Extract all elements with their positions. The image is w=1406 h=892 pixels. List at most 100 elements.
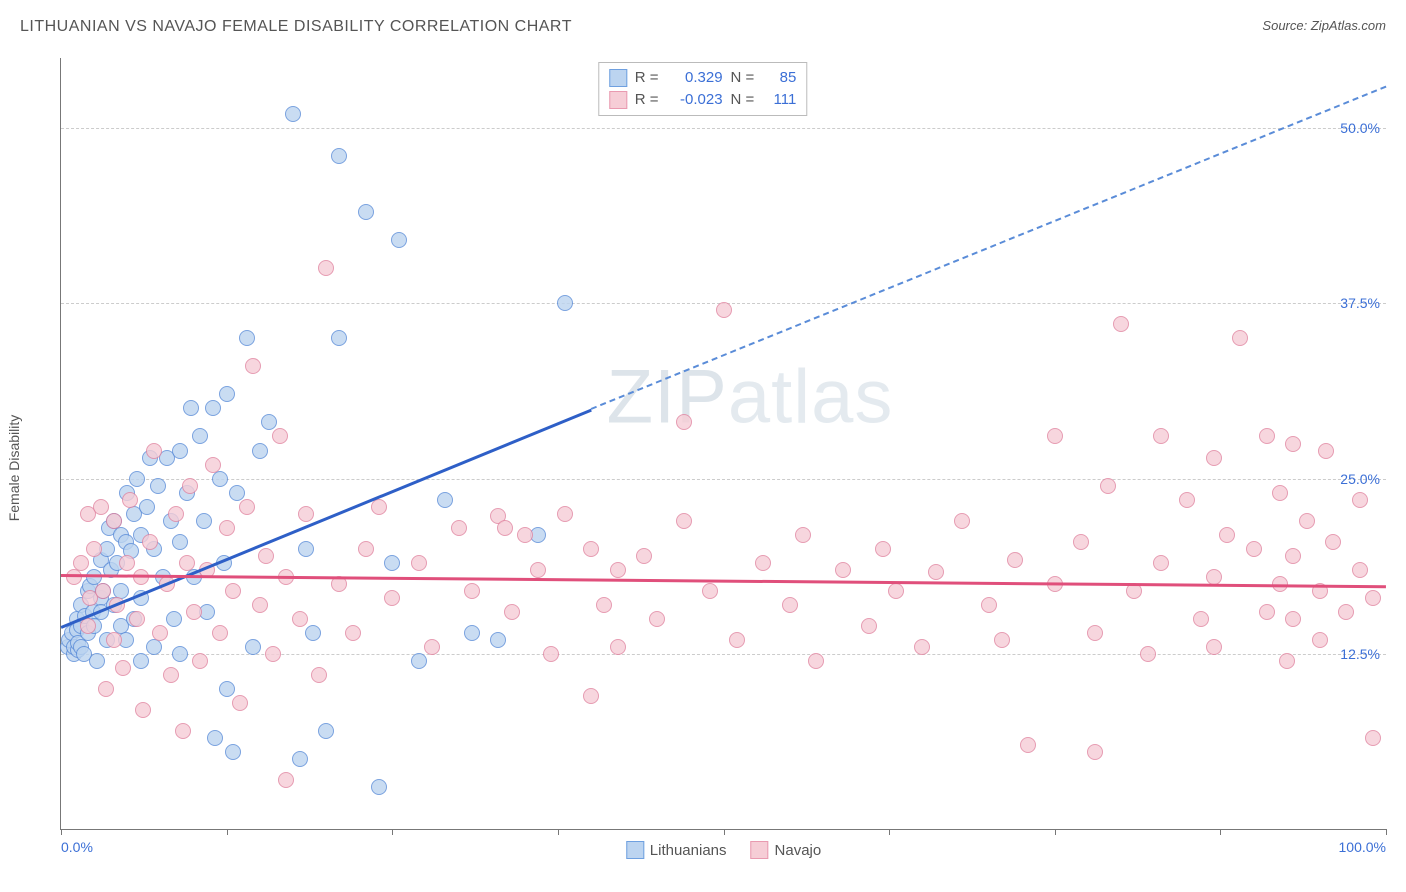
source-value: ZipAtlas.com: [1311, 18, 1386, 33]
scatter-point: [98, 681, 114, 697]
legend-item-navajo: Navajo: [751, 841, 822, 859]
x-tick: [558, 829, 559, 835]
scatter-point: [139, 499, 155, 515]
scatter-point: [1219, 527, 1235, 543]
x-tick: [392, 829, 393, 835]
scatter-point: [583, 541, 599, 557]
scatter-point: [490, 632, 506, 648]
trendline: [61, 574, 1386, 588]
scatter-point: [676, 414, 692, 430]
scatter-point: [1193, 611, 1209, 627]
scatter-point: [1206, 639, 1222, 655]
scatter-point: [292, 751, 308, 767]
scatter-point: [175, 723, 191, 739]
scatter-point: [318, 723, 334, 739]
scatter-point: [1272, 485, 1288, 501]
scatter-point: [207, 730, 223, 746]
stats-legend: R = 0.329 N = 85 R = -0.023 N = 111: [598, 62, 808, 116]
scatter-point: [636, 548, 652, 564]
legend-label-lithuanians: Lithuanians: [650, 842, 727, 859]
scatter-point: [122, 492, 138, 508]
scatter-point: [543, 646, 559, 662]
scatter-point: [285, 106, 301, 122]
scatter-point: [80, 618, 96, 634]
scatter-point: [702, 583, 718, 599]
scatter-point: [212, 625, 228, 641]
scatter-point: [166, 611, 182, 627]
scatter-point: [1153, 428, 1169, 444]
chart-title: LITHUANIAN VS NAVAJO FEMALE DISABILITY C…: [20, 18, 572, 35]
scatter-point: [358, 541, 374, 557]
scatter-point: [451, 520, 467, 536]
x-axis-max-label: 100.0%: [1339, 839, 1386, 855]
n-value-lithuanians: 85: [762, 67, 796, 89]
scatter-point: [1352, 562, 1368, 578]
scatter-point: [168, 506, 184, 522]
scatter-point: [1318, 443, 1334, 459]
trendline-extrapolated: [591, 86, 1387, 410]
scatter-point: [150, 478, 166, 494]
scatter-point: [464, 625, 480, 641]
x-tick: [1386, 829, 1387, 835]
x-tick: [889, 829, 890, 835]
scatter-point: [192, 428, 208, 444]
scatter-point: [676, 513, 692, 529]
chart-area: Female Disability ZIPatlas R = 0.329 N =…: [20, 48, 1386, 872]
swatch-lithuanians: [609, 69, 627, 87]
series-legend: Lithuanians Navajo: [626, 841, 821, 859]
scatter-point: [1232, 330, 1248, 346]
scatter-point: [186, 604, 202, 620]
scatter-point: [239, 499, 255, 515]
source-label: Source:: [1262, 18, 1307, 33]
scatter-point: [331, 148, 347, 164]
scatter-point: [225, 583, 241, 599]
scatter-point: [1312, 632, 1328, 648]
scatter-point: [129, 611, 145, 627]
x-tick: [61, 829, 62, 835]
scatter-point: [1153, 555, 1169, 571]
scatter-point: [106, 632, 122, 648]
scatter-point: [1246, 541, 1262, 557]
scatter-point: [245, 358, 261, 374]
scatter-point: [119, 555, 135, 571]
scatter-point: [146, 639, 162, 655]
scatter-point: [86, 541, 102, 557]
scatter-point: [252, 597, 268, 613]
swatch-navajo: [751, 841, 769, 859]
y-tick-label: 12.5%: [1340, 646, 1380, 662]
r-label: R =: [635, 89, 659, 111]
scatter-point: [530, 562, 546, 578]
scatter-point: [1007, 552, 1023, 568]
scatter-point: [411, 555, 427, 571]
scatter-point: [504, 604, 520, 620]
x-tick: [227, 829, 228, 835]
scatter-point: [610, 639, 626, 655]
scatter-point: [596, 597, 612, 613]
swatch-lithuanians: [626, 841, 644, 859]
scatter-point: [795, 527, 811, 543]
scatter-point: [272, 428, 288, 444]
legend-label-navajo: Navajo: [775, 842, 822, 859]
scatter-point: [1285, 611, 1301, 627]
scatter-point: [1047, 428, 1063, 444]
scatter-point: [391, 232, 407, 248]
scatter-point: [133, 653, 149, 669]
scatter-point: [265, 646, 281, 662]
scatter-point: [331, 330, 347, 346]
scatter-point: [205, 400, 221, 416]
y-tick-label: 25.0%: [1340, 471, 1380, 487]
scatter-point: [152, 625, 168, 641]
scatter-point: [219, 520, 235, 536]
scatter-point: [981, 597, 997, 613]
scatter-point: [371, 779, 387, 795]
scatter-point: [182, 478, 198, 494]
scatter-point: [278, 772, 294, 788]
scatter-point: [808, 653, 824, 669]
scatter-point: [835, 562, 851, 578]
scatter-point: [298, 506, 314, 522]
scatter-point: [1259, 604, 1275, 620]
scatter-point: [95, 583, 111, 599]
n-label: N =: [731, 67, 755, 89]
scatter-point: [163, 667, 179, 683]
scatter-point: [129, 471, 145, 487]
